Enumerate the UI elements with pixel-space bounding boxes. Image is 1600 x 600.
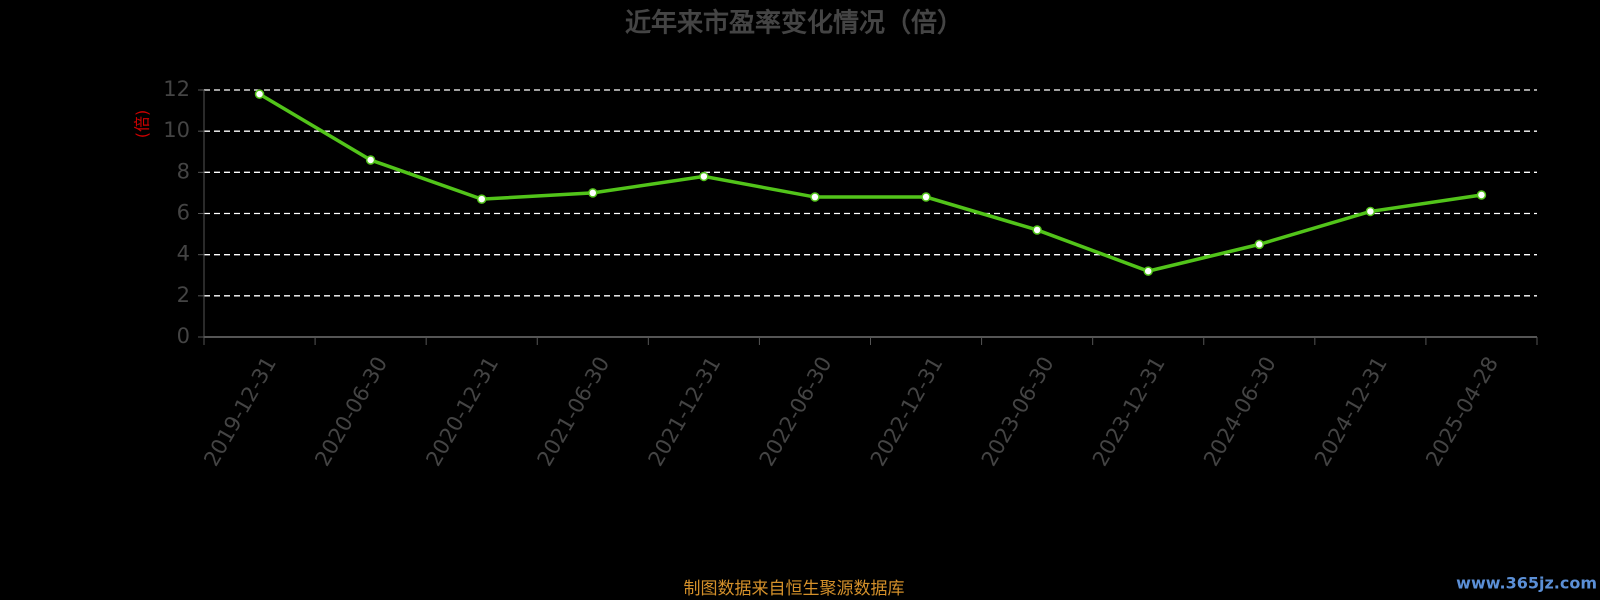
y-tick-label: 0: [177, 324, 190, 348]
point: [699, 171, 709, 182]
point: [1476, 190, 1487, 200]
point: [1143, 266, 1153, 276]
y-tick-label: 4: [177, 242, 190, 266]
point: [1365, 206, 1376, 217]
point: [921, 192, 931, 202]
source-note: 制图数据来自恒生聚源数据库: [684, 579, 905, 599]
chart-title: 近年来市盈率变化情况（倍）: [625, 8, 963, 39]
point: [1254, 239, 1265, 250]
line: [258, 92, 1482, 273]
point: [810, 192, 820, 202]
point: [254, 89, 265, 99]
y-tick-label: 2: [177, 283, 190, 307]
y-tick-label: 8: [177, 159, 190, 183]
y-axis-label: (倍): [133, 110, 152, 139]
y-tick-label: 10: [163, 118, 190, 142]
point: [588, 188, 598, 198]
point: [1032, 225, 1042, 235]
point: [365, 155, 376, 165]
point: [476, 194, 487, 204]
y-tick-label: 6: [177, 201, 190, 225]
y-tick-label: 12: [163, 77, 190, 101]
watermark: www.365jz.com: [1456, 574, 1597, 593]
